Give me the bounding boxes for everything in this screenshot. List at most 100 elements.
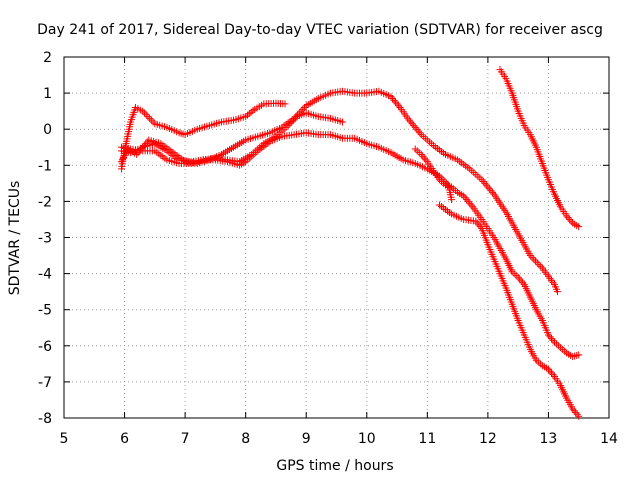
data-point [291, 114, 299, 122]
data-point [479, 178, 487, 186]
y-tick-label: 0 [43, 122, 52, 138]
data-point [554, 288, 562, 296]
data-point [408, 120, 416, 128]
x-tick-label: 11 [418, 431, 436, 447]
data-point [473, 219, 481, 227]
data-point [546, 367, 554, 375]
x-tick-label: 14 [600, 431, 618, 447]
data-point [544, 331, 552, 339]
data-point [146, 114, 154, 122]
data-point [281, 100, 289, 108]
grid [64, 57, 609, 418]
y-axis-label: SDTVAR / TECUs [7, 181, 23, 296]
data-point [448, 196, 456, 204]
data-marks [118, 66, 583, 420]
y-tick-label: -6 [38, 339, 52, 355]
data-point [547, 335, 555, 343]
data-point [563, 212, 571, 220]
data-point [407, 118, 415, 126]
data-point [395, 102, 403, 110]
data-point [420, 154, 428, 162]
data-point [514, 273, 522, 281]
data-point [566, 215, 574, 223]
y-tick-label: 2 [43, 50, 52, 66]
data-point [139, 107, 147, 115]
data-point [405, 116, 413, 124]
data-point [544, 365, 552, 373]
data-point [286, 120, 294, 128]
data-point [485, 185, 493, 193]
data-point [422, 156, 430, 164]
data-point [466, 199, 474, 207]
data-point [528, 253, 536, 261]
data-point [567, 217, 575, 225]
data-point [564, 214, 572, 222]
data-point [526, 252, 534, 260]
data-point [573, 410, 581, 418]
data-point [519, 279, 527, 287]
series-arc-1 [118, 99, 289, 173]
data-point [288, 118, 296, 126]
data-point [531, 257, 539, 265]
data-point [299, 105, 307, 113]
data-point [575, 223, 583, 231]
data-point [517, 277, 525, 285]
data-point [575, 412, 583, 420]
data-point [284, 122, 292, 130]
data-point [547, 369, 555, 377]
data-point [411, 123, 419, 131]
data-point [390, 96, 398, 104]
series-arc-4 [118, 129, 456, 204]
data-point [140, 109, 148, 117]
x-tick-label: 10 [358, 431, 376, 447]
data-point [147, 116, 155, 124]
series-arc-7 [496, 66, 583, 231]
data-point [482, 181, 490, 189]
data-point [478, 176, 486, 184]
data-point [484, 183, 492, 191]
data-point [487, 187, 495, 195]
data-point [488, 188, 496, 196]
series-arc-5 [411, 145, 583, 361]
y-tick-label: -5 [38, 303, 52, 319]
data-point [464, 197, 472, 205]
data-point [393, 100, 401, 108]
data-point [575, 351, 583, 359]
data-point [549, 371, 557, 379]
x-tick-label: 12 [479, 431, 497, 447]
data-point [243, 111, 251, 119]
y-tick-label: 1 [43, 86, 52, 102]
data-point [300, 104, 308, 112]
x-tick-label: 6 [120, 431, 129, 447]
x-tick-label: 13 [540, 431, 558, 447]
data-point [389, 95, 397, 103]
data-point [339, 118, 347, 126]
data-point [533, 259, 541, 267]
x-tick-label: 8 [241, 431, 250, 447]
data-point [133, 150, 141, 158]
data-point [530, 255, 538, 263]
x-tick-label: 9 [302, 431, 311, 447]
data-point [144, 113, 152, 121]
data-point [414, 127, 422, 135]
data-point [569, 405, 577, 413]
data-point [247, 108, 255, 116]
data-point [549, 336, 557, 344]
data-point [290, 116, 298, 124]
y-tick-label: -7 [38, 375, 52, 391]
y-tick-label: -1 [38, 158, 52, 174]
x-tick-label: 5 [60, 431, 69, 447]
x-axis-label: GPS time / hours [276, 458, 393, 474]
data-point [546, 333, 554, 341]
data-point [245, 110, 253, 118]
data-point [472, 217, 480, 225]
data-point [570, 407, 578, 415]
y-tick-label: -8 [38, 411, 52, 427]
chart-title: Day 241 of 2017, Sidereal Day-to-day VTE… [37, 22, 603, 38]
data-point [387, 93, 395, 101]
data-point [463, 196, 471, 204]
data-point [461, 194, 469, 202]
series-arc-6 [435, 201, 583, 420]
